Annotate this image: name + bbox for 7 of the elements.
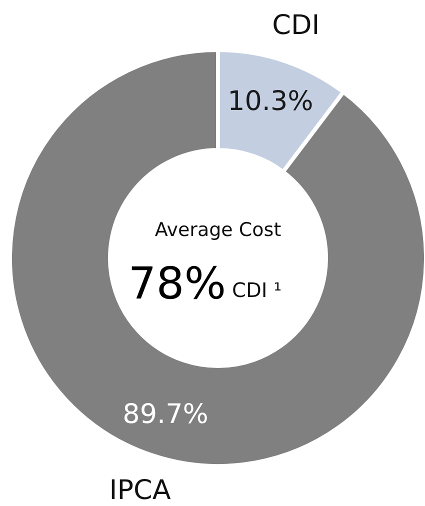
data-label: 10.3% — [228, 86, 314, 118]
text: CDI ¹ — [232, 278, 282, 302]
text: Average Cost — [154, 219, 282, 241]
data-label: 89.7% — [122, 398, 208, 430]
text: 78% — [128, 258, 226, 310]
slice-label: IPCA — [109, 474, 172, 506]
slice-label: CDI — [272, 10, 320, 42]
